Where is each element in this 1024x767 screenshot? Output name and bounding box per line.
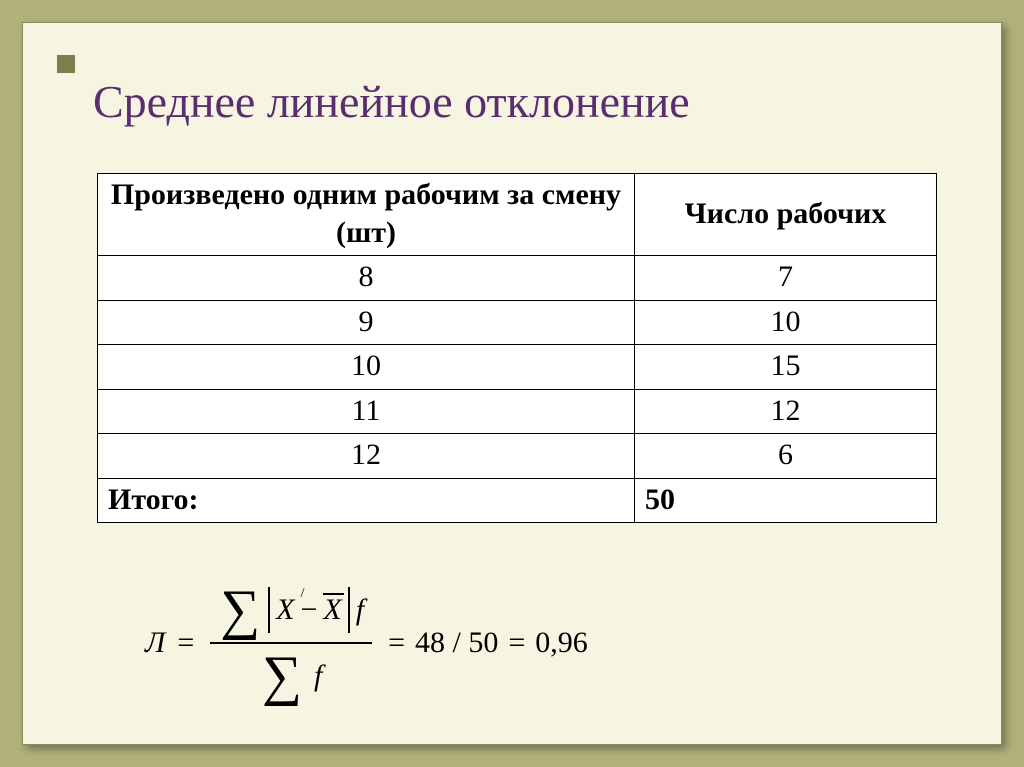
accent-square	[57, 55, 75, 73]
table-row: 9 10	[98, 300, 937, 345]
cell-produced: 11	[98, 389, 635, 434]
formula-lhs: Л	[143, 628, 167, 658]
table-row: 8 7	[98, 256, 937, 301]
cell-produced: 8	[98, 256, 635, 301]
total-label: Итого:	[98, 478, 635, 523]
cell-produced: 10	[98, 345, 635, 390]
cell-workers: 7	[634, 256, 936, 301]
f-var: f	[312, 661, 324, 691]
f-var: f	[354, 595, 366, 625]
col-header-produced: Произведено одним рабочим за смену (шт)	[98, 174, 635, 256]
table-row: 10 15	[98, 345, 937, 390]
abs-bar-close	[348, 587, 350, 633]
sigma-icon: ∑	[258, 648, 306, 704]
table-row: 12 6	[98, 434, 937, 479]
equals-sign: =	[388, 628, 405, 658]
total-value: 50	[634, 478, 936, 523]
cell-produced: 9	[98, 300, 635, 345]
cell-workers: 15	[634, 345, 936, 390]
data-table: Произведено одним рабочим за смену (шт) …	[97, 173, 937, 523]
table-total-row: Итого: 50	[98, 478, 937, 523]
equals-sign: =	[508, 628, 525, 658]
equals-sign: =	[177, 628, 194, 658]
numerator: ∑ X / − X f	[210, 578, 372, 642]
cell-workers: 12	[634, 389, 936, 434]
col-header-workers: Число рабочих	[634, 174, 936, 256]
sigma-icon: ∑	[216, 582, 264, 638]
abs-bar-open	[268, 587, 270, 633]
formula-calc: 48 / 50	[415, 628, 498, 658]
table-row: 11 12	[98, 389, 937, 434]
x-bar: X	[321, 595, 343, 625]
cell-workers: 10	[634, 300, 936, 345]
slide-title: Среднее линейное отклонение	[93, 75, 690, 128]
cell-produced: 12	[98, 434, 635, 479]
formula: Л = ∑ X / − X f ∑ f	[143, 578, 588, 708]
denominator: ∑ f	[252, 644, 330, 708]
x-prime: X /	[274, 595, 296, 625]
cell-workers: 6	[634, 434, 936, 479]
fraction: ∑ X / − X f ∑ f	[210, 578, 372, 708]
slide-canvas: Среднее линейное отклонение Произведено …	[22, 22, 1002, 745]
overline	[323, 593, 343, 595]
formula-result: 0,96	[535, 628, 588, 658]
table-header-row: Произведено одним рабочим за смену (шт) …	[98, 174, 937, 256]
